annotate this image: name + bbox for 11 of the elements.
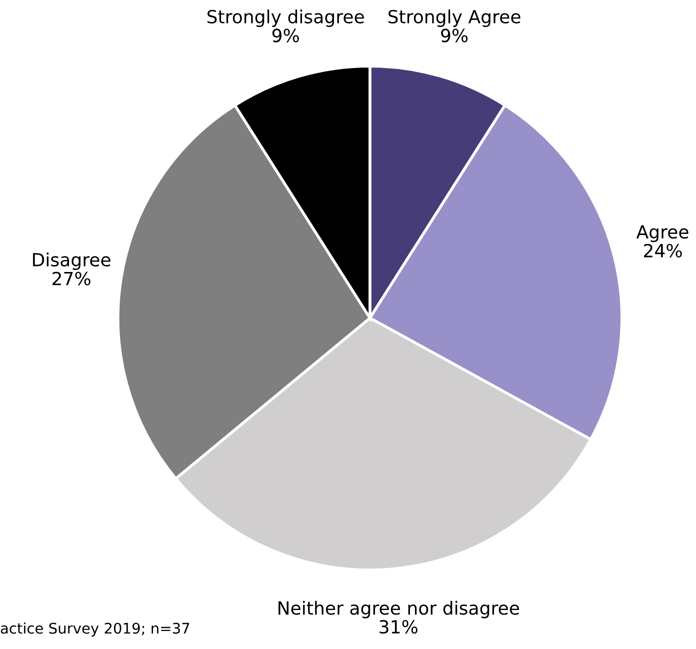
data-label: 31% bbox=[380, 620, 418, 634]
data-label: 9% bbox=[441, 28, 468, 42]
slice-label: Agree bbox=[636, 225, 688, 242]
slice-label: Neither agree nor disagree bbox=[278, 600, 520, 618]
slice-label: Strongly Agree bbox=[388, 10, 520, 27]
data-label: 27% bbox=[52, 272, 90, 286]
text: actice Survey 2019; n=37 bbox=[0, 622, 190, 637]
data-label: 9% bbox=[272, 28, 299, 42]
slice-label: Strongly disagree bbox=[207, 10, 364, 27]
slice-label: Disagree bbox=[33, 252, 110, 270]
data-label: 24% bbox=[644, 244, 682, 258]
